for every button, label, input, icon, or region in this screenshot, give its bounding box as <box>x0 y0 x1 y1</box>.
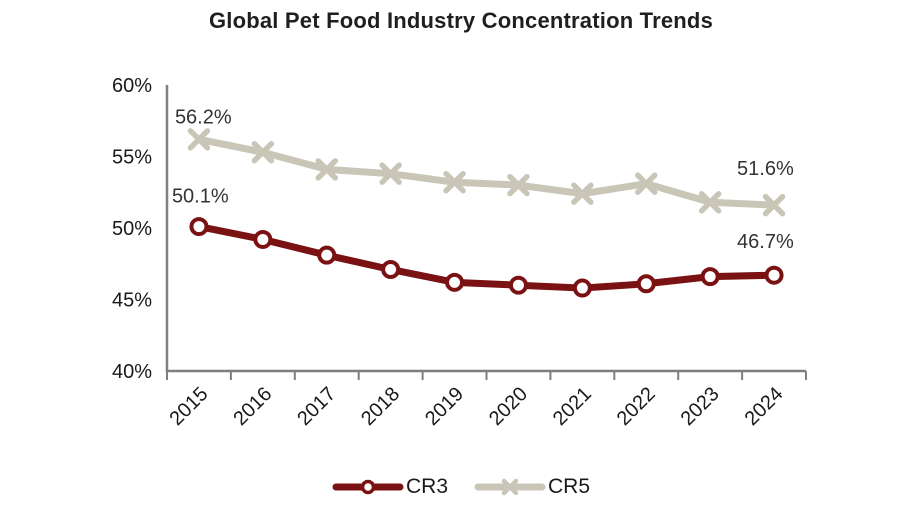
chart-legend: CR3 CR5 <box>0 475 922 499</box>
x-axis-label-2015: 2015 <box>165 383 212 430</box>
x-axis-label-2022: 2022 <box>613 383 660 430</box>
cr5-marker-2018 <box>379 162 402 185</box>
cr3-marker-2020 <box>508 275 528 295</box>
cr5-marker-2017 <box>315 158 338 181</box>
cr3-marker-2016 <box>253 229 273 249</box>
cr5-legend-swatch <box>474 478 546 496</box>
cr3-marker-2024 <box>764 265 784 285</box>
cr5-legend-marker-icon <box>501 478 519 496</box>
cr3-marker-2018 <box>381 259 401 279</box>
x-axis-label-2016: 2016 <box>229 383 276 430</box>
annotation-cr5-first: 56.2% <box>175 106 232 128</box>
annotation-cr5-last: 51.6% <box>737 158 794 180</box>
y-axis-label-55: 55% <box>112 147 152 169</box>
x-axis-label-2017: 2017 <box>293 383 340 430</box>
x-axis-label-2019: 2019 <box>421 383 468 430</box>
cr5-marker-2015 <box>187 128 211 151</box>
cr5-marker-2024 <box>762 193 786 217</box>
legend-item-cr5: CR5 <box>474 475 590 499</box>
cr3-marker-2017 <box>317 245 337 265</box>
cr5-marker-2021 <box>571 182 594 205</box>
cr3-marker-2022 <box>636 274 656 294</box>
legend-item-cr3: CR3 <box>332 475 448 499</box>
x-axis-label-2024: 2024 <box>741 383 788 430</box>
cr3-legend-swatch <box>332 479 404 495</box>
x-axis-label-2018: 2018 <box>357 383 404 430</box>
annotation-cr3-last: 46.7% <box>737 231 794 253</box>
cr3-marker-2015 <box>189 217 209 237</box>
y-axis-label-40: 40% <box>112 361 152 383</box>
x-axis-label-2023: 2023 <box>677 383 724 430</box>
cr5-marker-2016 <box>251 140 275 164</box>
cr5-marker-2019 <box>443 170 466 194</box>
cr3-marker-2019 <box>445 272 465 292</box>
chart-title: Global Pet Food Industry Concentration T… <box>208 8 714 33</box>
y-axis-label-50: 50% <box>112 218 152 240</box>
y-axis-label-45: 45% <box>112 290 152 312</box>
cr5-marker-2023 <box>698 191 722 214</box>
cr3-line <box>195 223 778 292</box>
x-axis-label-2020: 2020 <box>485 383 532 430</box>
cr3-marker-2023 <box>700 267 720 287</box>
cr3-marker-2021 <box>572 278 592 298</box>
cr5-marker-2022 <box>635 172 658 195</box>
legend-label-cr5: CR5 <box>548 475 591 498</box>
cr5-marker-2020 <box>507 173 530 197</box>
y-axis-label-60: 60% <box>112 75 152 97</box>
x-axis-label-2021: 2021 <box>549 383 596 430</box>
legend-label-cr3: CR3 <box>405 475 448 498</box>
cr5-line <box>195 135 778 209</box>
cr3-legend-marker-icon <box>360 479 376 495</box>
annotation-cr3-first: 50.1% <box>172 186 229 208</box>
